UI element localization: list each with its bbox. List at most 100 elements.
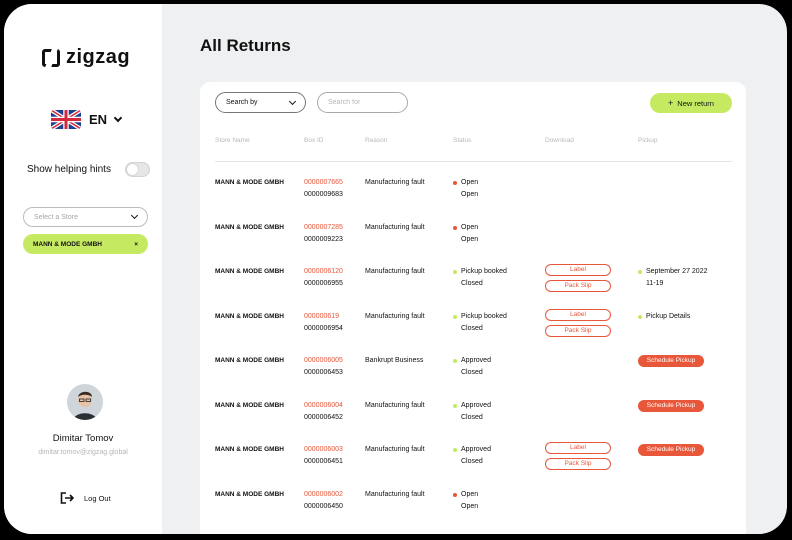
pickup-date[interactable]: Pickup Details [646,313,691,320]
column-header-box-id[interactable]: Box ID [304,137,324,144]
download-pack-slip-button[interactable]: Pack Slip [545,458,611,470]
substatus-label: Open [461,191,479,198]
status-label: Approved [461,357,491,364]
store-name: MANN & MODE GMBH [215,224,284,231]
substatus-label: Closed [461,325,483,332]
column-header-pickup[interactable]: Pickup [638,137,658,144]
box-id-secondary: 0000006452 [304,414,343,421]
column-header-status[interactable]: Status [453,137,472,144]
store-select[interactable]: Select a Store [23,207,148,227]
zigzag-logo-icon [42,48,60,67]
status-cell: Pickup booked Closed [453,311,507,335]
status-dot-icon [453,315,457,319]
search-input[interactable] [317,92,408,113]
page-title: All Returns [200,36,291,55]
box-id-secondary: 0000006955 [304,280,343,287]
substatus-label: Closed [461,414,483,421]
new-return-label: New return [677,98,714,108]
column-header-reason[interactable]: Reason [365,137,388,144]
box-id-cell: 0000007285 0000009223 [304,222,343,246]
selected-store-label: MANN & MODE GMBH [33,240,102,248]
language-selector[interactable]: EN [51,110,123,129]
box-id-secondary: 0000006450 [304,503,343,510]
status-dot-icon [453,181,457,185]
table-row[interactable]: MANN & MODE GMBH 0000006003 0000006451 Manu… [200,442,746,484]
box-id-link[interactable]: 0000006004 [304,402,343,409]
status-dot-icon [453,226,457,230]
status-dot-icon [453,404,457,408]
status-cell: Open Open [453,222,478,246]
brand-logo[interactable]: zigzag [42,46,130,69]
box-id-secondary: 0000009683 [304,191,343,198]
download-pack-slip-button[interactable]: Pack Slip [545,325,611,337]
pickup-time: 11-19 [646,280,664,287]
table-row[interactable]: MANN & MODE GMBH 0000006004 0000006452 Manu… [200,400,746,440]
status-dot-icon [453,270,457,274]
logout-label: Log Out [84,493,111,503]
box-id-secondary: 0000006453 [304,369,343,376]
table-row[interactable]: MANN & MODE GMBH 0000006120 0000006955 Manu… [200,264,746,306]
logout-icon [60,492,74,504]
download-label-button[interactable]: Label [545,442,611,454]
search-by-select[interactable]: Search by [215,92,306,113]
logout-button[interactable]: Log Out [60,492,111,504]
user-name: Dimitar Tomov [52,433,114,444]
helping-hints-toggle[interactable] [124,162,150,177]
store-name: MANN & MODE GMBH [215,313,284,320]
box-id-link[interactable]: 0000006120 [304,268,343,275]
pickup-date: September 27 2022 [646,268,708,275]
substatus-label: Open [461,236,479,243]
status-label: Open [461,491,479,498]
schedule-pickup-button[interactable]: Schedule Pickup [638,400,704,412]
selected-store-chip: MANN & MODE GMBH × [23,234,148,254]
column-header-download[interactable]: Download [545,137,574,144]
table-row[interactable]: MANN & MODE GMBH 000000619 0000006954 Manuf… [200,309,746,351]
box-id-cell: 0000006003 0000006451 [304,444,343,468]
box-id-link[interactable]: 000000619 [304,313,340,320]
box-id-secondary: 0000009223 [304,236,343,243]
column-header-store[interactable]: Store Name [215,137,250,144]
box-id-link[interactable]: 0000006003 [304,446,343,453]
reason: Manufacturing fault [365,402,425,409]
schedule-pickup-button[interactable]: Schedule Pickup [638,444,704,456]
table-row[interactable]: MANN & MODE GMBH 0000006005 0000006453 Bank… [200,355,746,395]
store-name: MANN & MODE GMBH [215,446,284,453]
status-label: Open [461,179,479,186]
reason: Manufacturing fault [365,491,425,498]
table-row[interactable]: MANN & MODE GMBH 0000006002 0000006450 Manu… [200,489,746,529]
remove-store-icon[interactable]: × [134,240,138,248]
reason: Bankrupt Business [365,357,424,364]
store-name: MANN & MODE GMBH [215,402,284,409]
table-row[interactable]: MANN & MODE GMBH 0000007665 0000009683 Manu… [200,177,746,217]
sidebar: zigzag EN Show helping hints Select a St… [4,4,162,534]
box-id-secondary: 0000006451 [304,458,343,465]
box-id-cell: 0000006120 0000006955 [304,266,343,290]
status-cell: Pickup booked Closed [453,266,507,290]
box-id-link[interactable]: 0000006005 [304,357,343,364]
box-id-cell: 0000006002 0000006450 [304,489,343,513]
new-return-button[interactable]: + New return [650,93,732,113]
schedule-pickup-button[interactable]: Schedule Pickup [638,355,704,367]
store-select-placeholder: Select a Store [34,213,78,221]
download-pack-slip-button[interactable]: Pack Slip [545,280,611,292]
avatar[interactable] [67,384,103,420]
status-label: Approved [461,402,491,409]
toggle-knob [126,164,138,175]
download-label-button[interactable]: Label [545,264,611,276]
chevron-down-icon [288,97,297,105]
box-id-link[interactable]: 0000006002 [304,491,343,498]
pickup-dot-icon [638,270,642,274]
status-label: Pickup booked [461,268,507,275]
reason: Manufacturing fault [365,179,425,186]
box-id-cell: 0000006004 0000006452 [304,400,343,424]
box-id-link[interactable]: 0000007665 [304,179,343,186]
uk-flag-icon [51,110,81,129]
reason: Manufacturing fault [365,313,425,320]
box-id-link[interactable]: 0000007285 [304,224,343,231]
table-row[interactable]: MANN & MODE GMBH 0000007285 0000009223 Manu… [200,222,746,262]
status-label: Approved [461,446,491,453]
app-window: zigzag EN Show helping hints Select a St… [4,4,787,534]
download-label-button[interactable]: Label [545,309,611,321]
status-cell: Open Open [453,177,478,201]
chevron-down-icon [113,113,123,123]
